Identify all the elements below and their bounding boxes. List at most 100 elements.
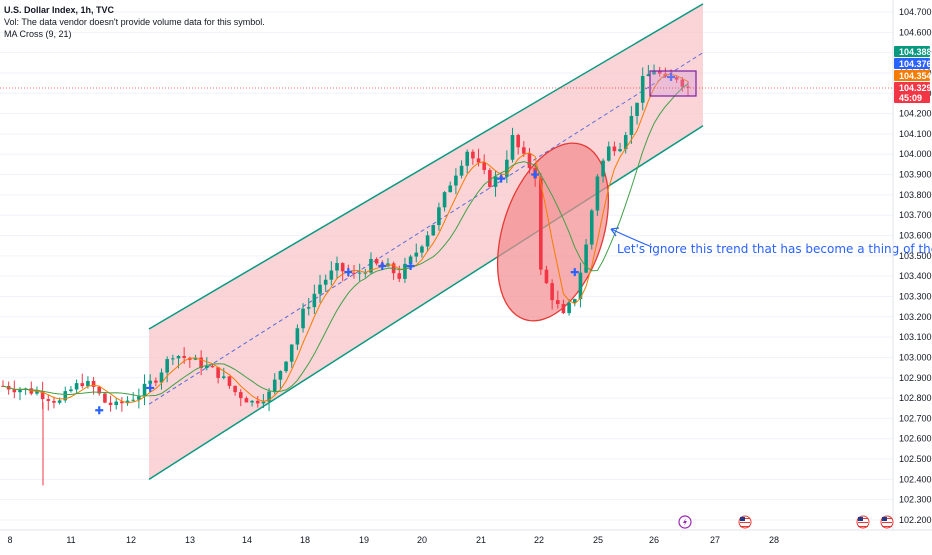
candle-body: [148, 380, 152, 384]
candle-body: [63, 391, 68, 401]
candle-body: [420, 246, 424, 253]
candle-body: [680, 79, 685, 87]
candle-body: [510, 135, 515, 160]
candle-body: [589, 210, 594, 245]
price-tag-label: 104.329: [899, 83, 932, 93]
candle-body: [618, 149, 622, 152]
candle-body: [306, 307, 311, 309]
candle-body: [131, 399, 136, 401]
flag-stripe: [740, 526, 750, 527]
candle-body: [527, 153, 532, 169]
candle-body: [555, 300, 560, 305]
lightning-bolt: [683, 518, 687, 526]
candle-body: [448, 185, 453, 193]
event-icons[interactable]: [678, 515, 894, 529]
price-axis[interactable]: 104.700104.600104.500104.400104.300104.2…: [0, 0, 932, 530]
candle-body: [652, 70, 656, 75]
candle-body: [674, 77, 679, 80]
candle-body: [176, 356, 181, 359]
price-tag: [894, 70, 930, 81]
annotation-arrow[interactable]: [610, 227, 653, 248]
ma-cross-markers: [95, 73, 676, 415]
flag-stripe: [858, 526, 868, 527]
price-tick-label: 103.400: [899, 271, 932, 281]
price-tag-label: 104.354: [899, 71, 932, 81]
date-tick-label: 27: [710, 535, 720, 545]
price-tick-label: 102.900: [899, 373, 932, 383]
ma-cross-marker: [497, 174, 506, 183]
channel-lower-line: [148, 125, 704, 480]
candle-body: [188, 357, 192, 360]
us-flag-icon[interactable]: [880, 515, 894, 529]
candle-body: [465, 151, 470, 166]
date-tick-label: 14: [242, 535, 252, 545]
candle-body: [488, 170, 492, 187]
price-tick-label: 104.000: [899, 149, 932, 159]
price-tick-label: 102.800: [899, 393, 932, 403]
candle-body: [278, 371, 283, 380]
candle-body: [408, 256, 413, 264]
price-tag: [894, 92, 930, 103]
ma-cross-marker: [406, 262, 415, 270]
candle-body: [539, 178, 543, 270]
candle-body: [199, 357, 203, 369]
price-tag: [894, 58, 930, 69]
price-tick-label: 102.300: [899, 495, 932, 505]
candle-body: [233, 385, 237, 393]
channel-upper-line: [148, 3, 704, 330]
candle-body: [425, 235, 430, 247]
flag-stripe: [882, 524, 892, 525]
price-tick-label: 104.200: [899, 109, 932, 119]
flag-stripe: [858, 522, 868, 523]
indicator-label[interactable]: MA Cross (9, 21): [4, 29, 72, 39]
arrow-head: [610, 227, 620, 237]
candle-body: [369, 258, 373, 273]
symbol-title[interactable]: U.S. Dollar Index, 1h, TVC: [4, 5, 115, 15]
flag-canton: [858, 517, 863, 521]
candle-body: [114, 401, 119, 406]
candle-body: [578, 272, 583, 300]
date-tick-label: 13: [185, 535, 195, 545]
us-flag-icon[interactable]: [738, 515, 752, 529]
candle-body: [80, 383, 85, 387]
candle-body: [40, 391, 45, 400]
candle-body: [210, 365, 215, 368]
candle-body: [459, 165, 464, 176]
date-tick-label: 8: [7, 535, 12, 545]
price-tick-label: 103.700: [899, 210, 932, 220]
price-tick-label: 103.100: [899, 332, 932, 342]
price-tag: [894, 46, 930, 57]
price-tick-label: 102.400: [899, 474, 932, 484]
candle-body: [493, 176, 498, 187]
lightning-icon[interactable]: [678, 515, 692, 529]
candle-body: [329, 270, 334, 280]
candle-body: [550, 283, 554, 301]
candle-body: [601, 160, 605, 177]
consolidation-box[interactable]: [649, 70, 697, 97]
ma-cross-marker: [667, 73, 676, 82]
candle-body: [516, 135, 520, 148]
us-flag-icon[interactable]: [856, 515, 870, 529]
candle-body: [335, 263, 339, 271]
candles: [1, 64, 690, 486]
candle-body: [250, 400, 254, 403]
date-tick-label: 19: [359, 535, 369, 545]
candle-body: [476, 158, 481, 163]
candle-body: [125, 400, 130, 404]
candle-body: [301, 308, 305, 329]
candle-body: [238, 392, 243, 399]
ma-slow-line: [2, 83, 689, 397]
candle-body: [216, 367, 220, 378]
candle-body: [120, 401, 124, 404]
annotation-text[interactable]: Let's ignore this trend that has become …: [617, 242, 932, 256]
candle-body: [640, 76, 645, 103]
candle-body: [69, 389, 73, 392]
date-tick-label: 21: [476, 535, 486, 545]
candle-body: [403, 263, 407, 279]
candle-body: [86, 380, 90, 387]
candle-body: [295, 328, 300, 345]
chart-legend: U.S. Dollar Index, 1h, TVC Vol: The data…: [4, 4, 265, 40]
time-axis[interactable]: 8 11 12 13 14 18 19 20 21 22 25 26 27 28: [0, 529, 932, 545]
